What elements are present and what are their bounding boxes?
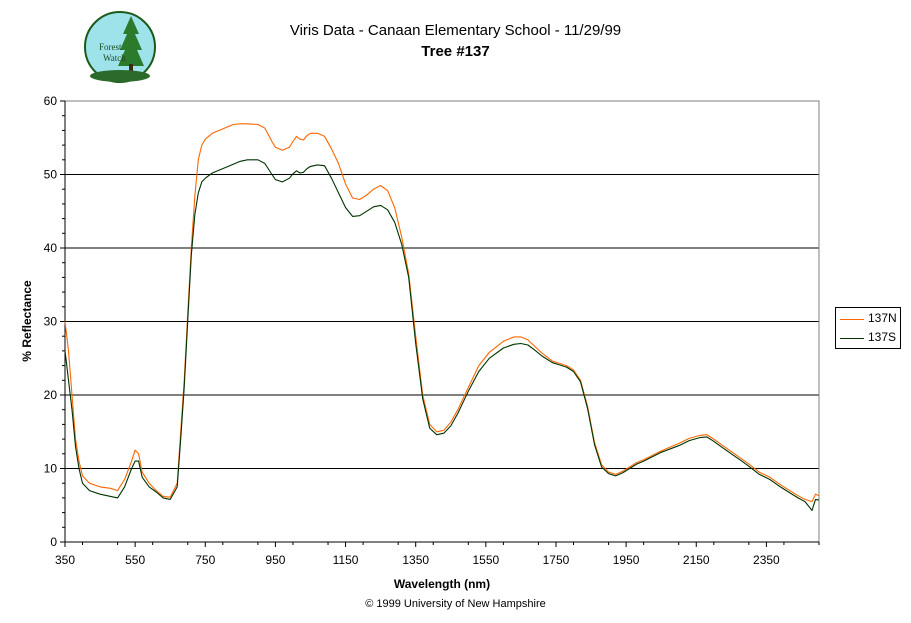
series-line-137s <box>64 159 820 511</box>
legend-item-137n: 137N <box>840 311 900 327</box>
legend-label-137n: 137N <box>868 311 897 325</box>
x-axis-ticks: 350 550 750 950 1150 1350 1550 1750 1950 2150 2350 <box>55 541 820 567</box>
y-tick-label: 40 <box>44 241 58 255</box>
legend-swatch-137n <box>840 319 864 320</box>
y-tick-label: 0 <box>50 535 57 549</box>
legend-item-137s: 137S <box>840 330 900 346</box>
y-axis-label: % Reflectance <box>20 280 34 362</box>
x-tick-label: 1150 <box>333 553 359 567</box>
y-axis-ticks: 0 10 20 30 40 50 60 <box>44 94 66 549</box>
chart-title: Viris Data - Canaan Elementary School - … <box>289 22 622 39</box>
x-tick-label: 950 <box>265 553 285 567</box>
y-tick-label: 60 <box>44 94 58 108</box>
x-tick-label: 1350 <box>402 553 429 567</box>
x-axis-label: Wavelength (nm) <box>394 577 490 591</box>
series-lines <box>64 123 820 511</box>
forest-watch-logo: Forest Watch <box>83 10 157 84</box>
y-tick-label: 20 <box>44 388 58 402</box>
x-tick-label: 350 <box>55 553 75 567</box>
x-tick-label: 1550 <box>472 553 499 567</box>
x-tick-label: 550 <box>125 553 145 567</box>
series-line-137n <box>64 123 820 503</box>
logo-text-forest: Forest <box>99 42 122 52</box>
x-tick-label: 750 <box>195 553 215 567</box>
y-tick-label: 50 <box>44 168 58 182</box>
chart-subtitle: Tree #137 <box>421 43 490 60</box>
y-tick-label: 30 <box>44 315 58 329</box>
x-tick-label: 1950 <box>613 553 640 567</box>
x-tick-label: 2350 <box>753 553 780 567</box>
gridlines <box>65 174 819 469</box>
y-tick-label: 10 <box>44 462 58 476</box>
legend-label-137s: 137S <box>868 330 897 344</box>
logo-text-watch: Watch <box>103 53 126 63</box>
legend-swatch-137s <box>840 338 864 339</box>
x-tick-label: 2150 <box>683 553 710 567</box>
x-tick-label: 1750 <box>543 553 570 567</box>
copyright-footer: © 1999 University of New Hampshire <box>365 598 546 610</box>
chart-legend: 137N 137S <box>835 307 901 349</box>
